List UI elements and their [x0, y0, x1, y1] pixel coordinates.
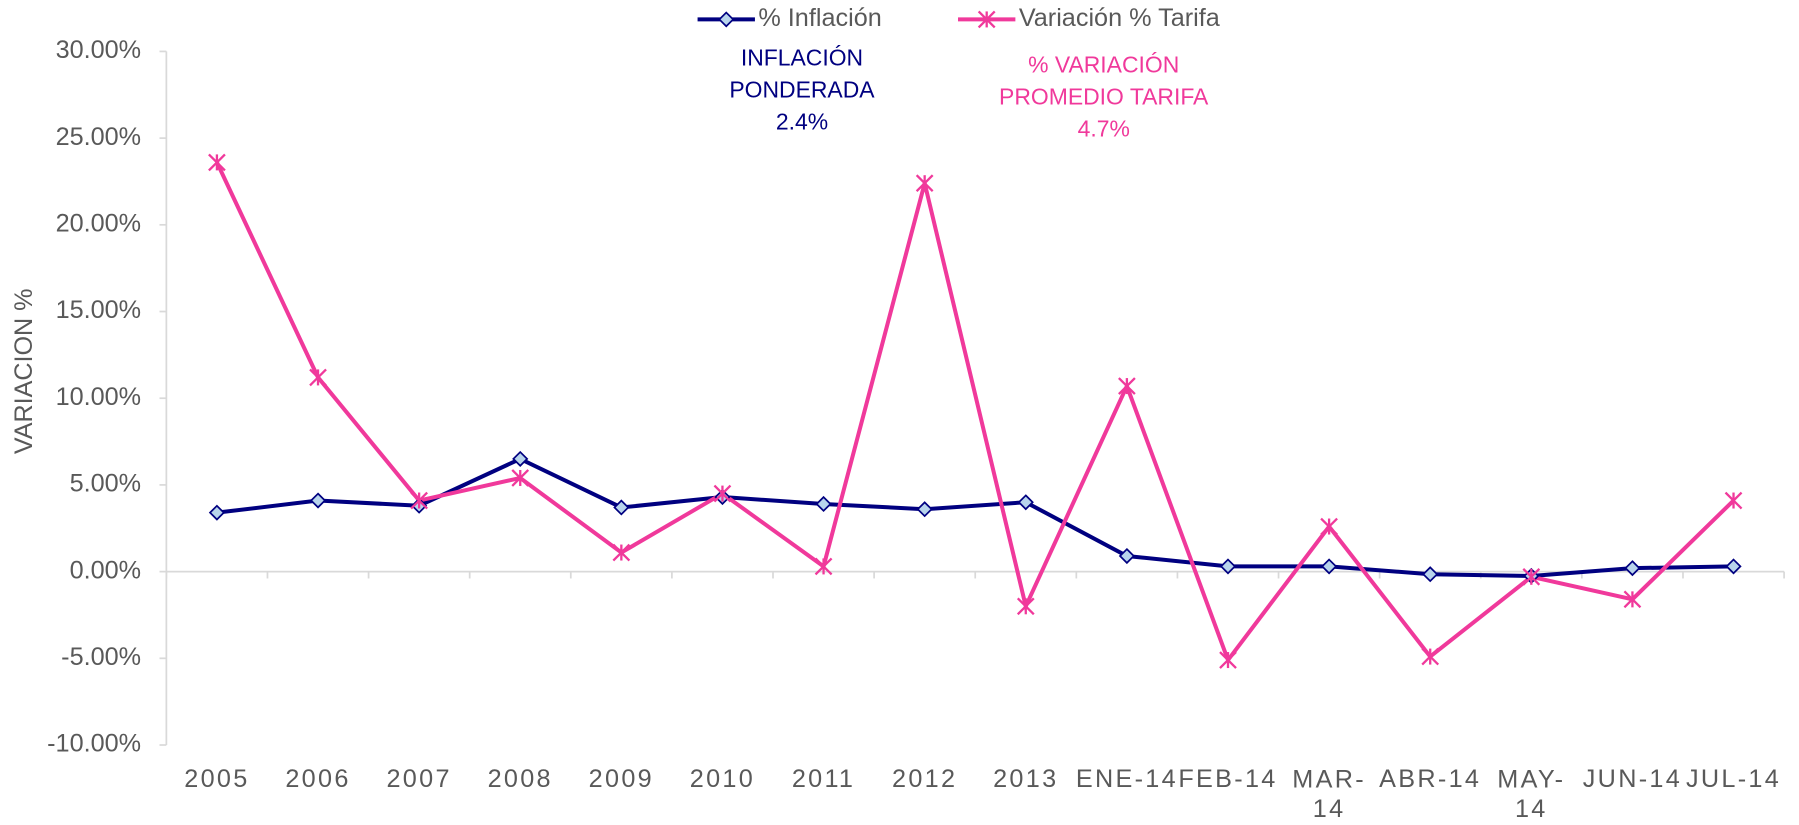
x-tick-label: 2010	[690, 765, 755, 793]
x-tick-label: 2007	[386, 765, 451, 793]
marker	[613, 499, 630, 516]
marker-stroke	[1118, 377, 1136, 395]
y-tick-label: 5.00%	[70, 470, 142, 498]
x-tick-label: ENE-14	[1076, 765, 1178, 793]
marker-stroke	[1219, 651, 1237, 669]
marker	[410, 491, 428, 510]
x-tick-label: 2006	[285, 765, 350, 793]
marker-stroke	[915, 174, 934, 193]
marker-stroke	[1016, 597, 1035, 616]
y-tick-label: -10.00%	[47, 730, 141, 758]
marker	[1623, 590, 1642, 609]
marker-stroke	[511, 469, 530, 487]
annotation: 2.4%	[776, 108, 828, 134]
marker	[1321, 558, 1338, 575]
y-tick-label: 25.00%	[56, 123, 142, 151]
marker-stroke	[1421, 647, 1440, 666]
marker	[511, 469, 530, 487]
annotation: % VARIACIÓN	[1028, 51, 1179, 77]
marker-stroke	[410, 491, 428, 510]
legend-label: % Inflación	[758, 4, 881, 32]
marker-stroke	[1623, 590, 1642, 609]
marker	[1421, 647, 1440, 666]
marker	[1219, 558, 1237, 575]
series-line	[216, 456, 1734, 578]
x-tick-label: 2011	[792, 765, 855, 793]
x-tick-label: JUN-14	[1583, 765, 1682, 793]
marker	[208, 504, 226, 521]
marker-stroke	[1320, 517, 1338, 536]
x-tick-label: FEB-14	[1178, 765, 1277, 793]
marker	[1219, 651, 1237, 669]
marker	[1724, 491, 1743, 510]
annotation: PROMEDIO TARIFA	[999, 83, 1209, 109]
marker	[977, 10, 996, 29]
marker	[1118, 547, 1135, 565]
marker-stroke	[713, 484, 732, 503]
x-tick-label: MAR-14	[1292, 765, 1366, 823]
marker-stroke	[612, 543, 631, 562]
marker	[815, 495, 832, 513]
marker	[916, 501, 933, 518]
marker	[1016, 597, 1035, 616]
x-tick-label: 2012	[892, 765, 957, 793]
annotation: INFLACIÓN	[741, 44, 863, 70]
marker-stroke	[1724, 491, 1743, 510]
annotation: PONDERADA	[729, 76, 875, 102]
y-tick-label: 30.00%	[56, 36, 142, 64]
marker-stroke	[309, 368, 327, 387]
y-axis-label: VARIACION %	[10, 289, 38, 455]
marker-stroke	[977, 10, 996, 29]
marker	[309, 368, 327, 387]
x-tick-label: ABR-14	[1379, 765, 1481, 793]
marker	[1422, 566, 1439, 583]
x-tick-label: 2005	[184, 765, 249, 793]
marker	[1118, 377, 1136, 395]
legend-label: Variación % Tarifa	[1019, 4, 1220, 32]
marker	[713, 484, 732, 503]
x-tick-label: 2008	[488, 765, 553, 793]
series-line	[215, 161, 1735, 665]
marker	[1320, 517, 1338, 536]
x-tick-label: JUL-14	[1686, 765, 1781, 793]
marker-stroke	[208, 153, 226, 172]
y-tick-label: 20.00%	[56, 210, 142, 238]
marker	[208, 153, 226, 172]
x-tick-label: 2009	[589, 765, 654, 793]
marker	[309, 492, 327, 509]
marker-stroke	[814, 557, 833, 576]
annotation: 4.7%	[1078, 115, 1130, 141]
x-tick-label: 2013	[993, 765, 1058, 793]
y-tick-label: -5.00%	[61, 643, 141, 671]
marker	[814, 557, 833, 576]
marker	[612, 543, 631, 562]
marker	[1522, 568, 1541, 586]
y-tick-label: 0.00%	[70, 556, 142, 584]
marker	[1725, 558, 1742, 575]
marker	[1017, 494, 1034, 511]
marker	[718, 11, 735, 28]
x-tick-label: MAY-14	[1497, 765, 1565, 823]
y-tick-label: 10.00%	[56, 383, 142, 411]
marker	[1624, 560, 1641, 577]
marker	[915, 174, 934, 193]
marker	[512, 450, 529, 467]
y-tick-label: 15.00%	[56, 296, 142, 324]
marker-stroke	[1522, 568, 1541, 586]
